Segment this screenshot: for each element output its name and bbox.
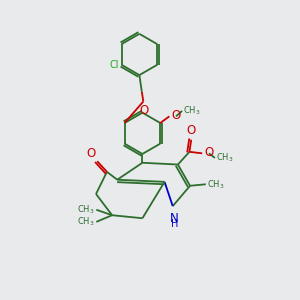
Text: Cl: Cl [110, 60, 119, 70]
Text: CH$_3$: CH$_3$ [183, 104, 201, 117]
Text: O: O [204, 146, 213, 159]
Text: H: H [171, 219, 178, 229]
Text: CH$_3$: CH$_3$ [77, 216, 95, 228]
Text: O: O [187, 124, 196, 137]
Text: O: O [139, 103, 148, 117]
Text: O: O [171, 109, 180, 122]
Text: CH$_3$: CH$_3$ [207, 178, 225, 190]
Text: CH$_3$: CH$_3$ [216, 152, 234, 164]
Text: O: O [86, 147, 96, 160]
Text: CH$_3$: CH$_3$ [77, 203, 95, 216]
Text: N: N [170, 212, 178, 225]
